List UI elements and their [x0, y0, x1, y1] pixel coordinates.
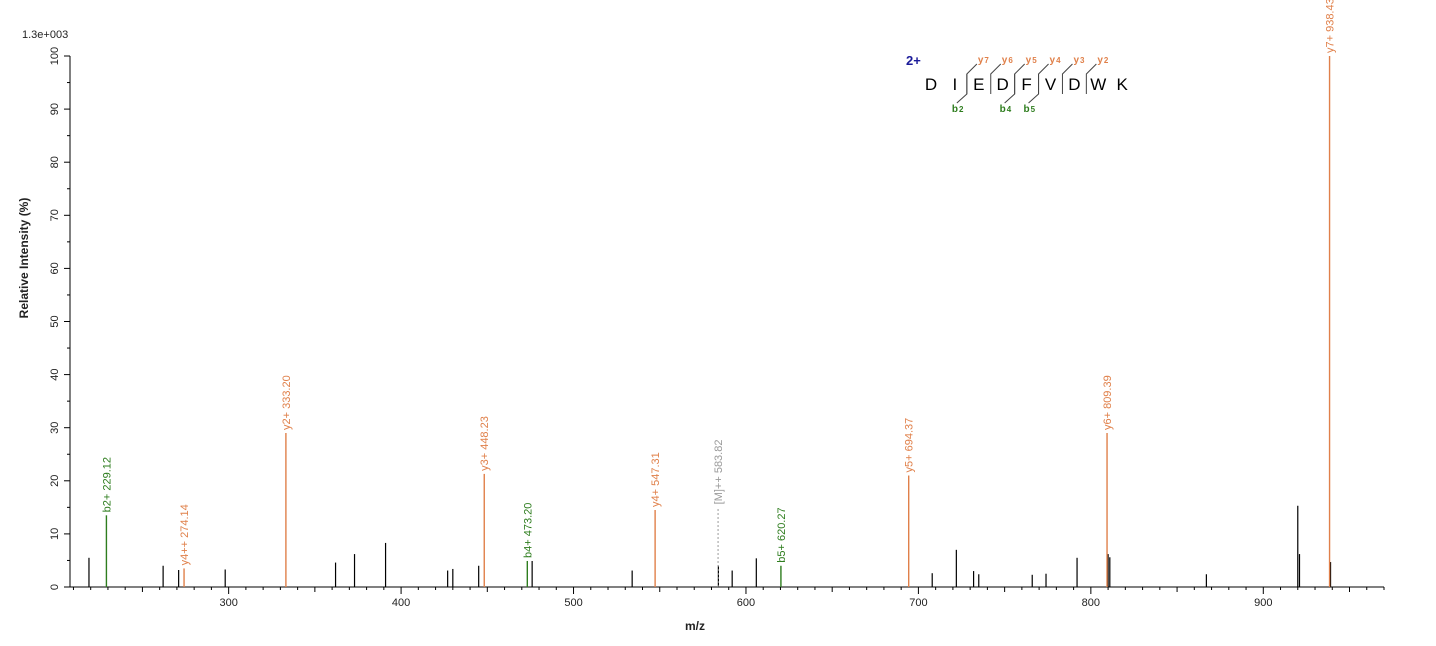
sequence-residue: K — [1117, 75, 1129, 94]
y-tick-label: 90 — [49, 103, 61, 115]
y-tick-label: 70 — [49, 209, 61, 221]
peak-label: y2+ 333.20 — [281, 375, 293, 430]
sequence-residue: I — [953, 75, 958, 94]
sequence-residue: E — [973, 75, 984, 94]
b-fragment-mark — [956, 74, 968, 104]
y-tick-label: 60 — [49, 262, 61, 274]
b-fragment-label: b4 — [1000, 104, 1012, 115]
y-fragment-label: y6 — [1002, 55, 1014, 66]
peak-label: b4+ 473.20 — [522, 503, 534, 558]
sequence-residue: D — [997, 75, 1009, 94]
y-tick-label: 50 — [49, 315, 61, 327]
charge-state-label: 2+ — [906, 53, 921, 68]
y-fragment-mark — [1085, 63, 1097, 94]
x-tick-label: 900 — [1254, 597, 1272, 609]
b-fragment-label: b2 — [952, 104, 964, 115]
peak-label: [M]++ 583.82 — [713, 440, 725, 505]
sequence-residue: W — [1090, 75, 1106, 94]
intensity-scale-label: 1.3e+003 — [22, 29, 68, 41]
x-tick-label: 300 — [219, 597, 237, 609]
b-fragment-mark — [1004, 74, 1016, 104]
b-fragment-mark — [1028, 74, 1040, 104]
x-tick-label: 800 — [1082, 597, 1100, 609]
peaks-layer: b2+ 229.12 y4++ 274.14 y2+ 333.20 y3+ 448.2… — [88, 0, 1337, 587]
y-tick-label: 20 — [49, 475, 61, 487]
x-tick-label: 500 — [564, 597, 582, 609]
y-axis: 0 10 20 30 40 50 60 70 80 90 100 — [49, 47, 71, 590]
y-tick-label: 100 — [49, 47, 61, 65]
peak-label: b5+ 620.27 — [776, 507, 788, 562]
sequence-residue: F — [1021, 75, 1031, 94]
sequence-residue: V — [1045, 75, 1057, 94]
peak-label: y4+ 547.31 — [650, 452, 662, 507]
y-fragment-mark — [1061, 63, 1073, 94]
y-tick-label: 0 — [49, 584, 61, 590]
sequence-residue: D — [925, 75, 937, 94]
peak-label: y7+ 938.43 — [1325, 0, 1337, 53]
y-fragment-label: y2 — [1097, 55, 1109, 66]
y-fragment-mark — [990, 63, 1002, 94]
y-axis-title: Relative Intensity (%) — [17, 198, 31, 319]
x-axis: 300 400 500 600 700 800 900 — [70, 586, 1385, 609]
y-tick-label: 40 — [49, 368, 61, 380]
sequence-residue: D — [1068, 75, 1080, 94]
peak-label: y4++ 274.14 — [179, 504, 191, 565]
y-tick-label: 80 — [49, 156, 61, 168]
y-tick-label: 10 — [49, 528, 61, 540]
peak-label: b2+ 229.12 — [101, 457, 113, 512]
y-fragment-label: y7 — [978, 55, 990, 66]
y-tick-label: 30 — [49, 422, 61, 434]
x-tick-label: 700 — [909, 597, 927, 609]
y-fragment-label: y5 — [1026, 55, 1038, 66]
peak-label: y5+ 694.37 — [904, 418, 916, 473]
y-fragment-label: y3 — [1073, 55, 1085, 66]
x-axis-title: m/z — [685, 619, 705, 633]
x-tick-label: 400 — [392, 597, 410, 609]
peak-label: y3+ 448.23 — [479, 416, 491, 471]
b-fragment-label: b5 — [1024, 104, 1036, 115]
x-tick-label: 600 — [737, 597, 755, 609]
y-fragment-label: y4 — [1050, 55, 1062, 66]
peak-label: y6+ 809.39 — [1102, 375, 1114, 430]
